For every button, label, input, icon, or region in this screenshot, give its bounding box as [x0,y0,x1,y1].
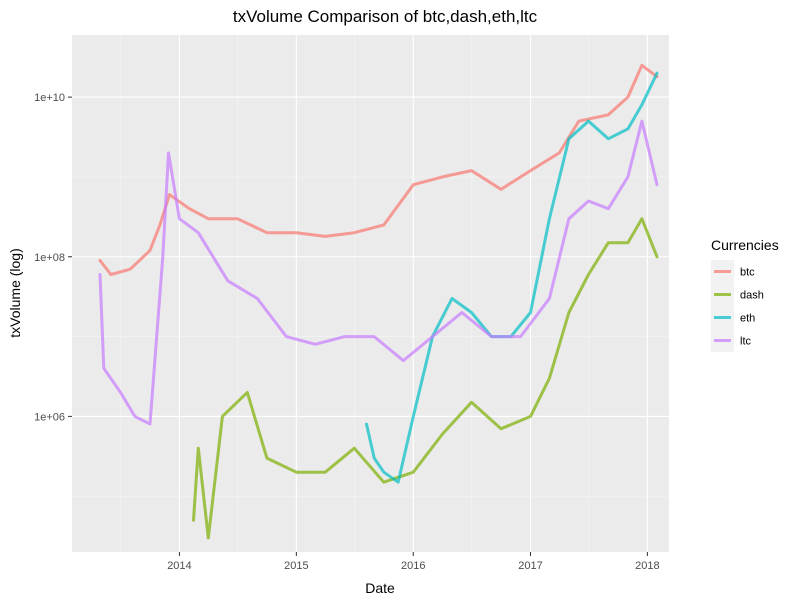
series-line-dash [192,217,659,540]
x-tick-label: 2016 [401,560,425,572]
legend-label-dash: dash [740,290,764,302]
legend-label-ltc: ltc [740,336,752,348]
x-tick-label: 2018 [635,560,659,572]
axes: 2014 2015 2016 2017 2018 1e+06 1e+08 1e+10 [34,92,660,572]
legend-label-eth: eth [740,313,755,325]
x-tick-label: 2015 [284,560,308,572]
chart-title: txVolume Comparison of btc,dash,eth,ltc [233,7,538,26]
series-line-btc [98,63,659,276]
x-tick-label: 2017 [518,560,542,572]
x-axis-title: Date [365,580,395,596]
y-tick-label: 1e+10 [34,92,65,104]
legend-title: Currencies [711,237,779,253]
series-layer [98,63,659,540]
y-tick-label: 1e+06 [34,411,65,423]
legend-items: btc dash eth ltc [711,260,764,352]
y-tick-label: 1e+08 [34,252,65,264]
y-axis-title: txVolume (log) [7,248,23,337]
x-tick-label: 2014 [167,560,191,572]
series-line-ltc [98,119,659,426]
legend: Currencies btc dash eth ltc [711,237,779,352]
grid [72,35,669,552]
legend-label-btc: btc [740,267,755,279]
